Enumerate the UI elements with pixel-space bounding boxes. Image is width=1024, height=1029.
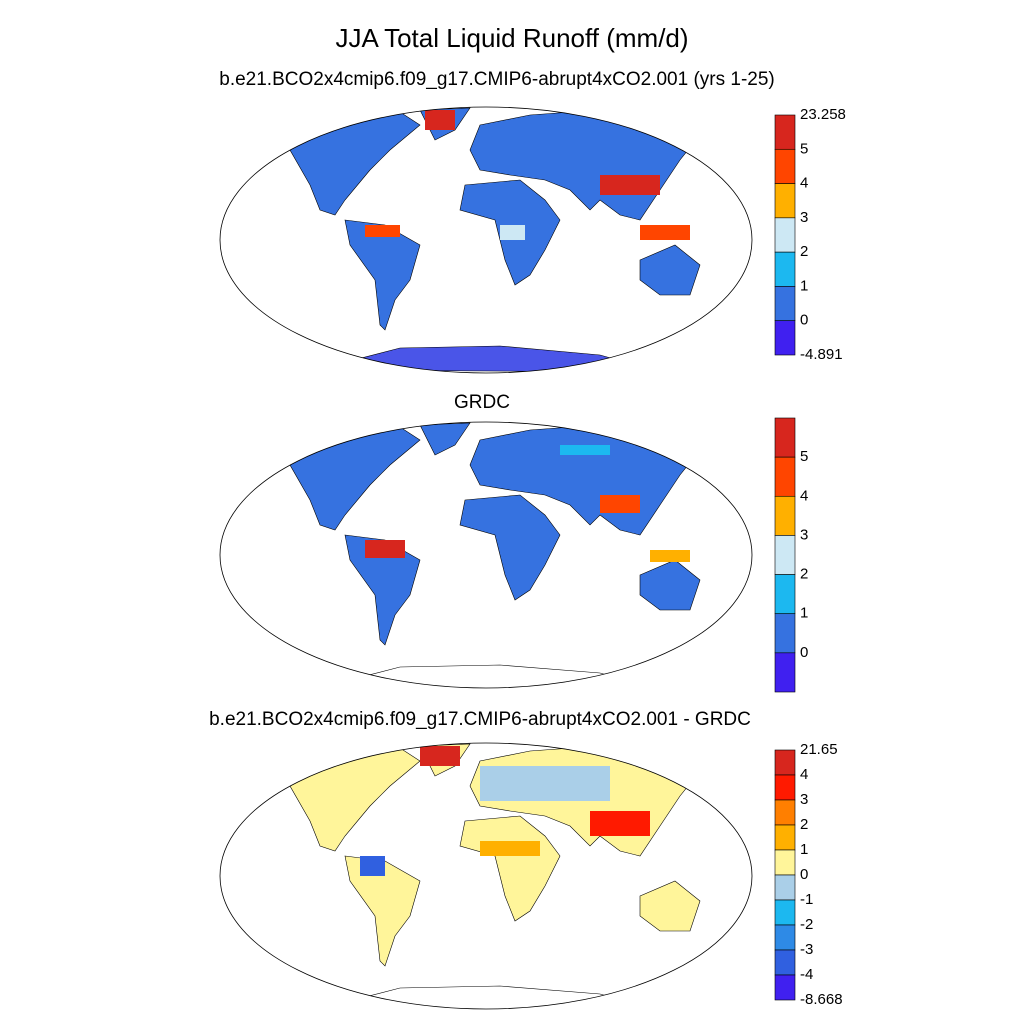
colorbar-box	[774, 924, 796, 951]
colorbar-label: 1	[800, 841, 808, 858]
colorbar-box	[774, 824, 796, 851]
panel-subtitle: b.e21.BCO2x4cmip6.f09_g17.CMIP6-abrupt4x…	[219, 69, 775, 90]
colorbar-label: -4.891	[800, 346, 843, 363]
colorbar-label: 2	[800, 816, 808, 833]
colorbar-box	[774, 286, 796, 322]
colorbar-box	[774, 574, 796, 615]
colorbar-box	[774, 974, 796, 1001]
colorbar-box	[774, 417, 796, 458]
colorbar-box	[774, 652, 796, 693]
panel-subtitle: GRDC	[454, 392, 510, 413]
panel-subtitle: b.e21.BCO2x4cmip6.f09_g17.CMIP6-abrupt4x…	[209, 709, 751, 730]
colorbar-label: 5	[800, 140, 808, 157]
colorbar-box	[774, 114, 796, 150]
map-panel-3: b.e21.BCO2x4cmip6.f09_g17.CMIP6-abrupt4x…	[209, 709, 753, 1010]
colorbar-box	[774, 899, 796, 926]
colorbar-label: 4	[800, 487, 808, 504]
colorbar-label: -8.668	[800, 991, 843, 1008]
colorbar-label: -1	[800, 891, 813, 908]
colorbar-label: 2	[800, 243, 808, 260]
colorbar-label: 21.65	[800, 741, 838, 758]
colorbar-box	[774, 849, 796, 876]
colorbar-box	[774, 874, 796, 901]
colorbar-label: 1	[800, 605, 808, 622]
colorbar-box	[774, 456, 796, 497]
figure-title: JJA Total Liquid Runoff (mm/d)	[335, 23, 688, 53]
colorbar-label: 0	[800, 644, 808, 661]
colorbar-label: 3	[800, 526, 808, 543]
colorbar-box	[774, 495, 796, 536]
colorbar-label: 5	[800, 448, 808, 465]
colorbar-box	[774, 217, 796, 253]
colorbar-box	[774, 320, 796, 356]
colorbar-label: 1	[800, 277, 808, 294]
colorbar-box	[774, 799, 796, 826]
map-panel-2: GRDC	[219, 392, 753, 689]
colorbar-box	[774, 613, 796, 654]
colorbar-box	[774, 183, 796, 219]
colorbar-label: 0	[800, 866, 808, 883]
colorbar-box	[774, 949, 796, 976]
colorbar-label: 2	[800, 566, 808, 583]
colorbar-label: 3	[800, 791, 808, 808]
colorbar-box	[774, 251, 796, 287]
colorbar-label: -2	[800, 916, 813, 933]
colorbar-label: 4	[800, 175, 808, 192]
colorbar-label: 3	[800, 209, 808, 226]
colorbar-label: 23.258	[800, 106, 846, 123]
colorbar-box	[774, 148, 796, 184]
colorbar-label: -3	[800, 941, 813, 958]
colorbar-box	[774, 535, 796, 575]
colorbar-label: 4	[800, 766, 808, 783]
colorbar-box	[774, 749, 796, 776]
map-panel-1: b.e21.BCO2x4cmip6.f09_g17.CMIP6-abrupt4x…	[219, 69, 775, 374]
colorbar-label: 0	[800, 312, 808, 329]
colorbar-label: -4	[800, 966, 813, 983]
colorbar-box	[774, 774, 796, 801]
colorbars: 23.258 5 4 3 2 1 0 -4.891 5 4 3 2 1 0 21.65 4 3 2 1 0 -1 -2 -3…	[774, 106, 846, 1008]
